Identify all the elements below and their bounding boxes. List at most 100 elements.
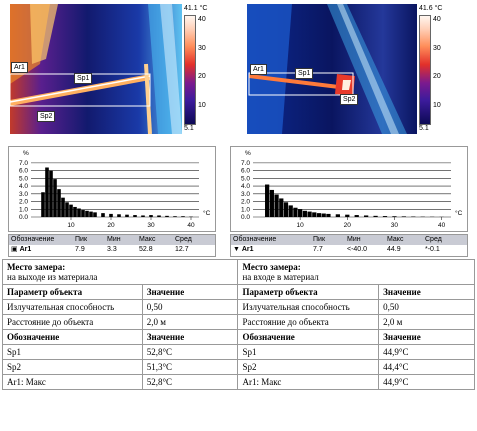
sp1-row: Sp1 52,8°C Sp1 44,9°C [2, 344, 475, 360]
place-cell-left: Место замера: на выходе из материала [1, 259, 239, 285]
stats-avg-value: 12.7 [175, 246, 189, 253]
histogram-bar [269, 189, 274, 217]
histogram-bar [345, 214, 350, 217]
y-tick-label: 2.0 [19, 199, 28, 206]
stats-data-row[interactable]: ▣ Ar1 7.9 3.3 52.8 12.7 [9, 245, 215, 255]
y-tick-label: 3.0 [19, 191, 28, 198]
histogram-bar [326, 213, 331, 217]
marker-ar1: Ar1 [250, 64, 267, 75]
stats-header-max: Макс [387, 236, 404, 243]
histogram-bar [117, 214, 121, 217]
place-value-left: на выходе из материала [7, 272, 98, 282]
y-tick-label: 7.0 [19, 160, 28, 167]
stats-header-min: Мин [347, 236, 361, 243]
stats-peak-value: 7.9 [75, 246, 85, 253]
histogram-bar [373, 215, 378, 217]
x-tick-label: 30 [147, 222, 155, 229]
designation-header-right: Обозначение [237, 329, 380, 345]
tick-10-right: 10 [433, 102, 441, 109]
histogram-bar [382, 216, 388, 217]
histogram-bar [141, 215, 145, 217]
histogram-bar [335, 214, 340, 217]
value-header2-right: Значение [378, 329, 475, 345]
histogram-bar [53, 179, 57, 217]
marker-ar1: Ar1 [11, 62, 28, 73]
histogram-bar [93, 212, 97, 217]
distance-label-right: Расстояние до объекта [237, 314, 380, 330]
y-tick-label: 4.0 [19, 183, 28, 190]
histogram-left: % 0.0 1.0 2.0 3.0 4.0 5.0 6.0 7.0 10 20 30 40 °C [8, 146, 216, 232]
thermal-scene-right [247, 4, 417, 134]
place-row: Место замера: на выходе из материала Мест… [1, 259, 475, 285]
designation-header-row: Обозначение Значение Обозначение Значени… [2, 329, 475, 345]
histogram-bar [364, 215, 369, 217]
histogram-bar [65, 202, 69, 217]
histogram-bar [173, 216, 177, 217]
value-header-right: Значение [378, 284, 475, 300]
histogram-bar [307, 211, 312, 217]
y-tick-label: 7.0 [241, 160, 250, 167]
y-unit-label: % [245, 150, 251, 157]
distance-label-left: Расстояние до объекта [2, 314, 143, 330]
value-header-left: Значение [141, 284, 239, 300]
x-tick-label: 40 [187, 222, 195, 229]
histogram-bar [265, 184, 270, 217]
histogram-bar [312, 212, 317, 217]
sp2-row: Sp2 51,3°C Sp2 44,4°C [2, 359, 475, 375]
stats-header-min: Мин [107, 236, 121, 243]
histogram-right-svg: % 0.01.02.03.04.05.06.07.0 10 20 30 40 °C [241, 150, 463, 229]
color-scale-left [184, 15, 196, 125]
sp2-value-left: 51,3°C [141, 359, 239, 375]
thermal-scene-left [10, 4, 182, 134]
stats-avg-value: *-0.1 [425, 246, 440, 253]
marker-sp1: Sp1 [74, 73, 93, 84]
histogram-bar [293, 207, 298, 217]
tick-20-right: 20 [433, 73, 441, 80]
stats-header-row: Обозначение Пик Мин Макс Сред [231, 235, 467, 245]
x-unit-label: °C [455, 209, 463, 217]
y-unit-label: % [23, 150, 29, 157]
sp1-name-left: Sp1 [2, 344, 143, 360]
stats-ar1-cell[interactable]: ▼ Ar1 [233, 246, 254, 253]
stats-table-left: Обозначение Пик Мин Макс Сред ▣ Ar1 7.9 … [8, 234, 216, 257]
tick-30-right: 30 [433, 45, 441, 52]
ar1-max-name-right: Ar1: Макс [237, 374, 380, 390]
y-tick-label: 1.0 [19, 206, 28, 213]
tick-20-left: 20 [198, 73, 206, 80]
tick-10-left: 10 [198, 102, 206, 109]
histogram-bar [354, 215, 359, 217]
histogram-bar [157, 215, 161, 217]
y-tick-label: 6.0 [19, 168, 28, 175]
x-tick-label: 20 [107, 222, 115, 229]
stats-data-row[interactable]: ▼ Ar1 7.7 <-40.0 44.9 *-0.1 [231, 245, 467, 255]
x-tick-label: 30 [391, 222, 399, 229]
histogram-bar [279, 198, 284, 217]
histogram-bar [283, 202, 289, 217]
x-tick-label: 10 [297, 222, 305, 229]
ar1-max-row: Ar1: Макс 52,8°C Ar1: Макс 44,9°C [2, 374, 475, 390]
histogram-bar [149, 215, 153, 217]
designation-header-left: Обозначение [2, 329, 143, 345]
histogram-bar [89, 211, 93, 217]
histogram-bar [298, 209, 303, 217]
sp1-value-right: 44,9°C [378, 344, 475, 360]
sp2-value-right: 44,4°C [378, 359, 475, 375]
thermal-image-right: Ar1 Sp1 Sp2 [247, 4, 417, 134]
value-header2-left: Значение [141, 329, 239, 345]
ar1-max-name-left: Ar1: Макс [2, 374, 143, 390]
y-tick-label: 5.0 [241, 175, 250, 182]
histogram-left-svg: % 0.01.02.03.04.05.06.07.0 10 20 30 40 °C [19, 150, 211, 229]
place-value-right: на входе в материал [242, 272, 319, 282]
distance-row: Расстояние до объекта 2,0 м Расстояние д… [2, 314, 475, 330]
stats-ar1-cell[interactable]: ▣ Ar1 [11, 246, 32, 253]
stats-header-avg: Сред [175, 236, 192, 243]
marker-sp2: Sp2 [37, 111, 56, 122]
y-tick-label: 0.0 [19, 214, 28, 221]
sp2-name-right: Sp2 [237, 359, 380, 375]
histogram-bar [85, 210, 89, 217]
y-tick-label: 6.0 [241, 168, 250, 175]
histogram-bar [401, 216, 406, 217]
sp1-value-left: 52,8°C [141, 344, 239, 360]
histogram-bar [274, 194, 279, 217]
y-tick-label: 2.0 [241, 199, 250, 206]
